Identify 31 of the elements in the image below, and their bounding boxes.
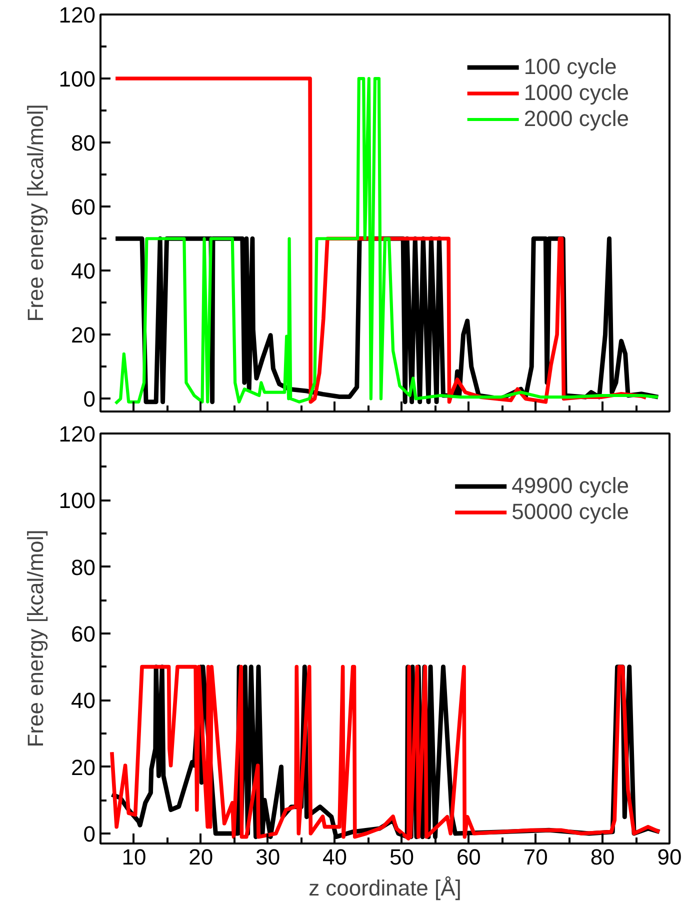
x-tick-label: 50	[390, 844, 414, 870]
x-tick-label: 70	[523, 844, 548, 870]
x-tick-label: 80	[590, 844, 615, 870]
x-tick-label: 30	[256, 844, 280, 870]
x-tick-label: 40	[322, 844, 348, 870]
y-tick-label: 60	[71, 622, 96, 646]
x-axis-title: z coordinate [Å]	[308, 876, 462, 900]
y-tick-label: 0	[83, 822, 96, 846]
x-tick-label: 10	[122, 844, 146, 870]
legend-label: 49900 cycle	[512, 473, 629, 499]
y-tick-label: 120	[58, 2, 96, 28]
legend-label: 2000 cycle	[524, 106, 629, 132]
y-tick-label: 0	[83, 386, 96, 412]
legend-label: 1000 cycle	[524, 80, 629, 106]
y-tick-label: 60	[71, 194, 96, 220]
y-tick-label: 40	[71, 258, 96, 284]
x-tick-label: 60	[456, 844, 481, 870]
y-axis-title: Free energy [kcal/mol]	[22, 530, 48, 748]
y-tick-label: 80	[71, 554, 96, 580]
y-tick-label: 20	[71, 754, 96, 780]
y-tick-label: 100	[58, 488, 96, 514]
y-tick-label: 120	[58, 422, 96, 446]
y-tick-label: 20	[71, 322, 96, 348]
y-tick-label: 80	[71, 130, 96, 156]
x-tick-label: 20	[188, 844, 214, 870]
legend-label: 50000 cycle	[512, 499, 629, 525]
legend-label: 100 cycle	[524, 54, 617, 80]
x-tick-label: 90	[657, 844, 682, 870]
y-axis-title: Free energy [kcal/mol]	[22, 104, 48, 322]
y-tick-label: 40	[71, 688, 96, 714]
y-tick-label: 100	[58, 66, 96, 92]
